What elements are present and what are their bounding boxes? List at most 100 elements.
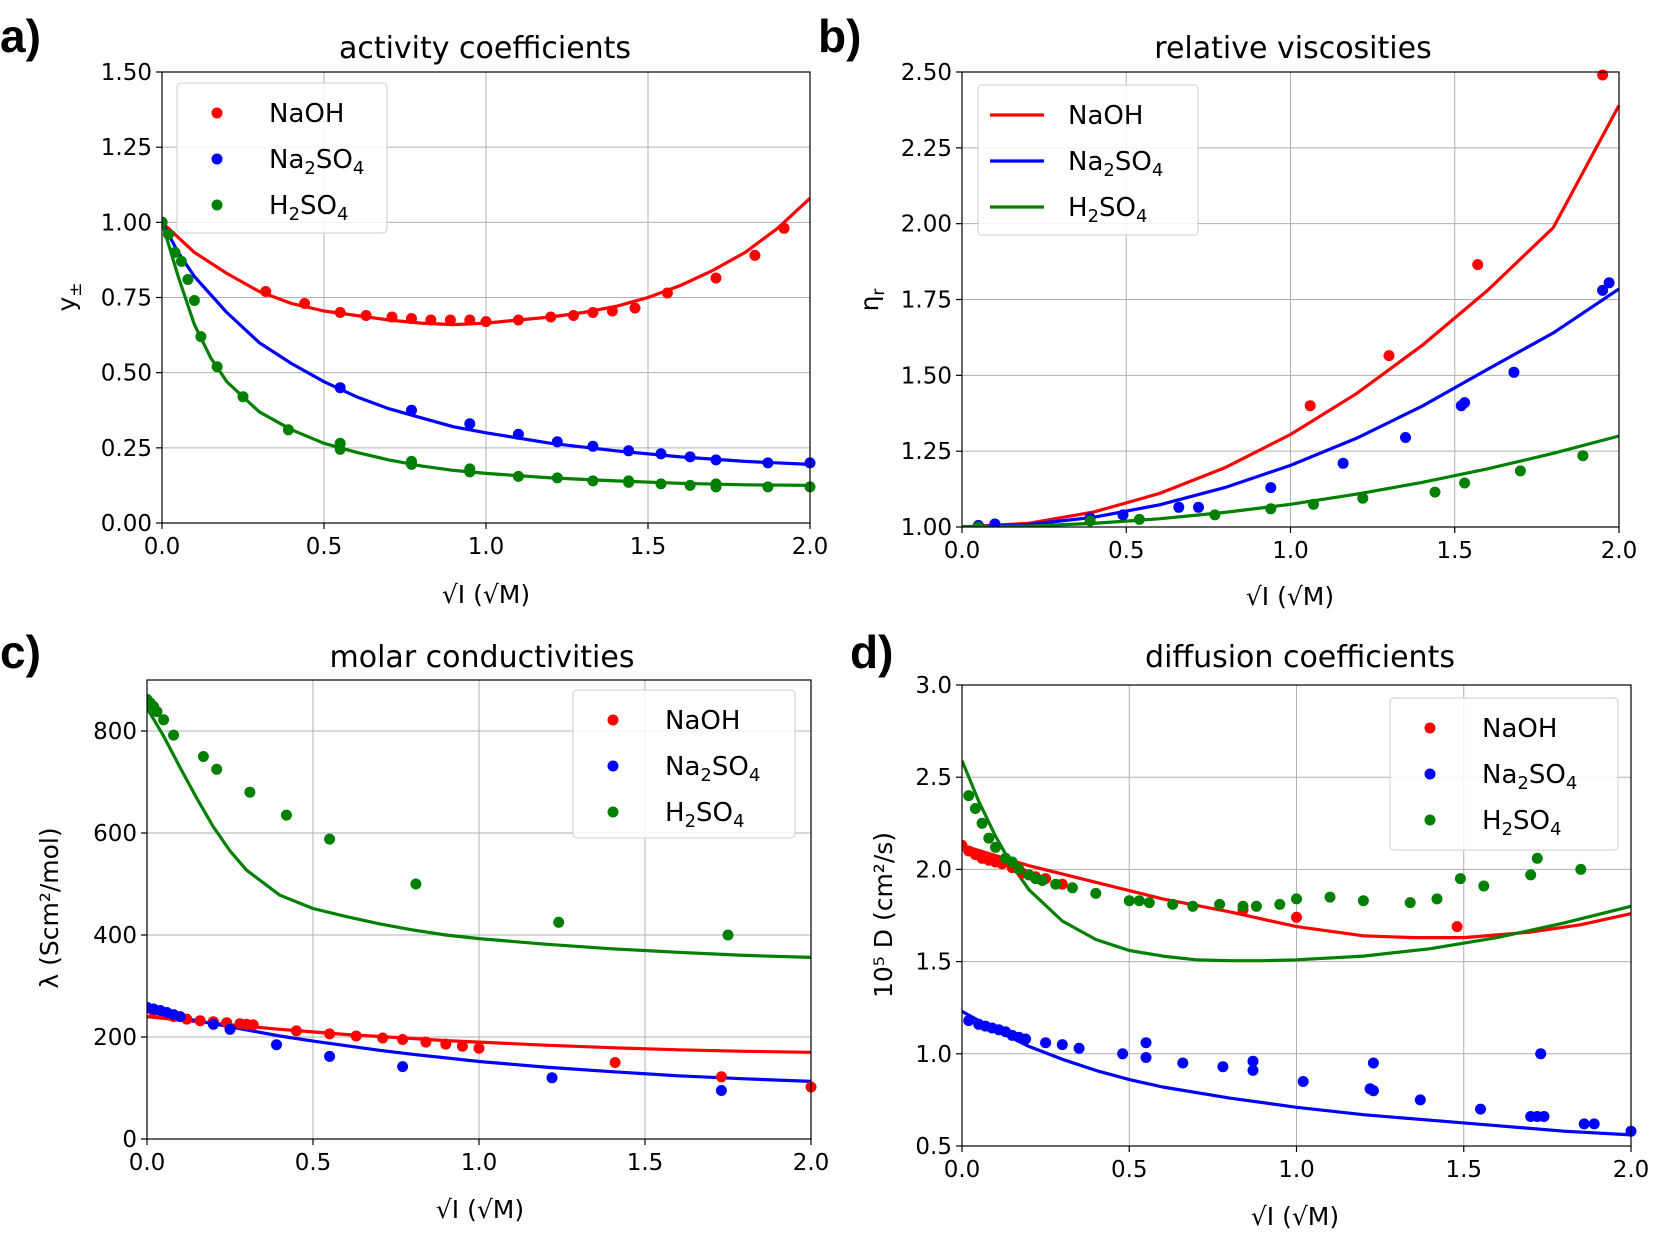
data-point-h2so4 <box>334 443 346 455</box>
data-point-naoh <box>464 314 476 326</box>
legend-point-marker <box>1424 722 1436 734</box>
data-point-h2so4 <box>211 361 223 373</box>
data-point-h2so4 <box>406 458 417 470</box>
data-point-na2so4 <box>1297 1076 1309 1087</box>
data-point-na2so4 <box>762 457 774 469</box>
data-point-na2so4 <box>1535 1048 1547 1060</box>
data-point-h2so4 <box>410 878 422 890</box>
data-point-h2so4 <box>655 478 667 490</box>
x-tick-label: 1.0 <box>1278 1157 1315 1183</box>
legend-point-marker <box>607 806 619 818</box>
data-point-naoh <box>473 1042 485 1054</box>
data-point-h2so4 <box>1237 900 1249 912</box>
x-tick-label: 2.0 <box>793 1150 830 1176</box>
data-point-naoh <box>406 313 417 324</box>
data-point-h2so4 <box>1531 852 1543 864</box>
series-line-h2so4 <box>962 434 1620 527</box>
data-point-naoh <box>425 314 437 326</box>
data-point-na2so4 <box>1247 1064 1259 1076</box>
data-point-naoh <box>710 272 722 284</box>
data-point-na2so4 <box>546 1072 558 1084</box>
data-point-h2so4 <box>197 751 209 762</box>
data-point-na2so4 <box>1508 366 1520 378</box>
data-point-naoh <box>324 1028 336 1040</box>
data-point-na2so4 <box>1578 1118 1590 1130</box>
data-point-h2so4 <box>1459 477 1471 489</box>
data-point-h2so4 <box>710 481 722 493</box>
data-point-naoh <box>778 222 790 234</box>
data-point-h2so4 <box>1478 880 1490 892</box>
data-point-h2so4 <box>1214 898 1226 910</box>
data-point-h2so4 <box>464 466 476 478</box>
y-tick-label: 2.5 <box>915 765 952 791</box>
data-point-na2so4 <box>587 440 599 452</box>
x-tick-label: 0.5 <box>306 534 343 560</box>
y-tick-label: 1.0 <box>915 1042 952 1068</box>
legend-label: NaOH <box>269 99 344 129</box>
data-point-naoh <box>260 286 272 297</box>
data-point-h2so4 <box>963 790 975 802</box>
data-point-h2so4 <box>990 841 1001 853</box>
panel-activity-coefficients: a) activity coefficients 0.0 0.5 1.0 1.5 2.0… <box>0 10 828 609</box>
data-point-na2so4 <box>989 518 1001 527</box>
data-point-na2so4 <box>1217 1061 1229 1073</box>
data-point-na2so4 <box>207 1018 219 1030</box>
y-tick-label: 0 <box>122 1127 137 1153</box>
x-tick-label: 0.5 <box>295 1150 332 1176</box>
data-point-h2so4 <box>623 475 635 487</box>
data-point-h2so4 <box>1090 887 1102 899</box>
data-point-h2so4 <box>551 472 563 484</box>
data-point-h2so4 <box>587 475 599 487</box>
data-point-naoh <box>1451 921 1463 933</box>
y-tick-label: 1.25 <box>101 135 152 161</box>
legend-point-marker <box>1424 768 1436 780</box>
panel-diffusion-coefficients: d) diffusion coefficients 0.0 0.5 1.0 1.5 2.… <box>850 626 1649 1231</box>
data-point-h2so4 <box>1050 878 1062 890</box>
data-point-na2so4 <box>1337 457 1349 469</box>
data-point-h2so4 <box>1429 486 1441 498</box>
data-point-na2so4 <box>1140 1052 1152 1063</box>
data-point-h2so4 <box>1133 895 1145 907</box>
data-point-h2so4 <box>282 424 294 436</box>
data-point-h2so4 <box>1274 898 1286 910</box>
data-point-na2so4 <box>1247 1055 1259 1067</box>
data-point-na2so4 <box>1117 1048 1129 1060</box>
legend-box <box>977 84 1199 236</box>
data-point-naoh <box>290 1025 302 1037</box>
data-point-h2so4 <box>182 274 194 285</box>
data-point-h2so4 <box>1308 498 1319 510</box>
data-point-h2so4 <box>1250 900 1262 912</box>
series-line-h2so4 <box>147 707 812 959</box>
chart-title: relative viscosities <box>1154 31 1431 66</box>
data-point-na2so4 <box>1588 1118 1600 1130</box>
panel-relative-viscosities: b) relative viscosities 0.0 0.5 1.0 1.5 2.0 1… <box>818 10 1637 611</box>
data-point-naoh <box>456 1040 468 1052</box>
data-point-na2so4 <box>1193 501 1204 513</box>
data-point-h2so4 <box>162 216 168 228</box>
data-point-na2so4 <box>271 1039 282 1051</box>
y-tick-label: 1.75 <box>901 288 952 314</box>
data-point-h2so4 <box>163 228 174 240</box>
data-point-na2so4 <box>963 1015 975 1027</box>
legend-label: Na2SO4 <box>1068 147 1163 181</box>
series-line-naoh <box>962 104 1621 527</box>
x-tick-label: 2.0 <box>1601 538 1638 564</box>
data-point-naoh <box>661 287 673 299</box>
x-axis-label: √I (√M) <box>436 1195 524 1224</box>
data-point-na2so4 <box>1073 1042 1085 1054</box>
legend-label: H2SO4 <box>665 798 744 832</box>
y-tick-label: 1.25 <box>901 439 952 465</box>
data-point-h2so4 <box>1036 875 1048 886</box>
x-tick-label: 0.5 <box>1111 1157 1148 1183</box>
legend-label: H2SO4 <box>269 191 348 225</box>
legend-label: NaOH <box>665 706 740 736</box>
y-tick-label: 2.25 <box>901 136 952 162</box>
y-tick-label: 0.75 <box>101 286 152 312</box>
legend-point-marker <box>1424 814 1436 826</box>
data-point-h2so4 <box>1265 503 1277 515</box>
legend-label: NaOH <box>1482 714 1557 744</box>
y-axis-label: ηr <box>855 289 889 312</box>
data-point-h2so4 <box>1013 863 1025 875</box>
data-point-naoh <box>587 307 599 318</box>
data-point-naoh <box>386 311 398 323</box>
